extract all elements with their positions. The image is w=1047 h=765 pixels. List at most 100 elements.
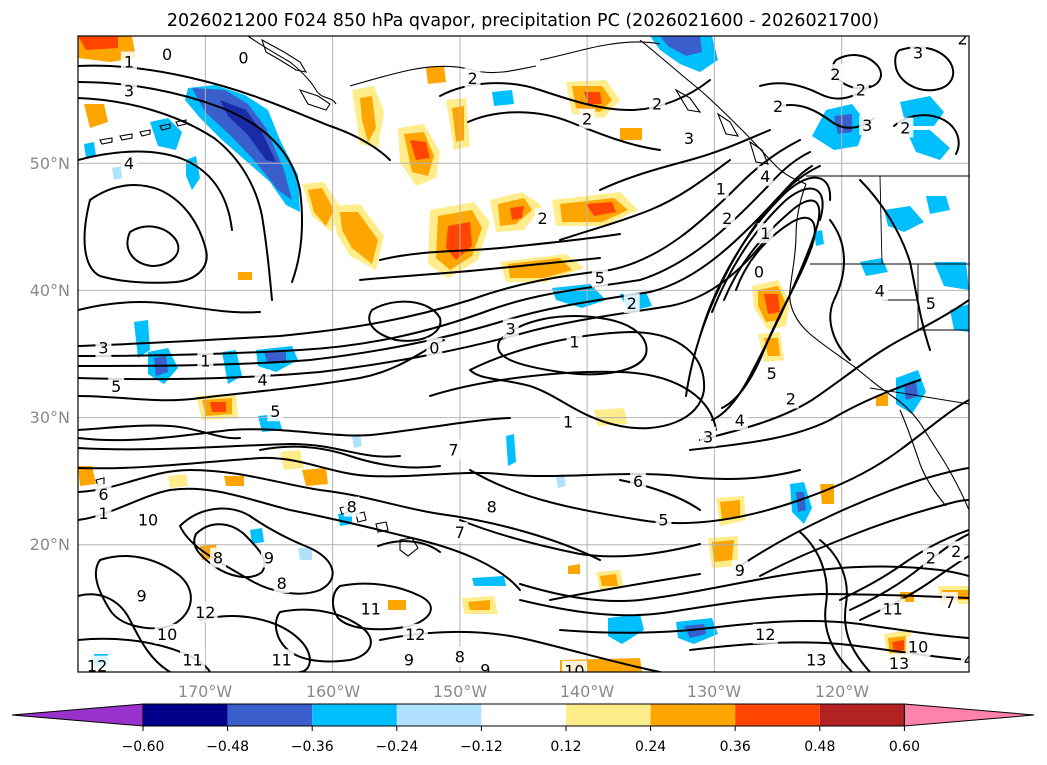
colorbar-segment bbox=[227, 704, 313, 726]
contour-label-bg bbox=[712, 178, 729, 199]
contour-label-bg bbox=[700, 426, 717, 447]
contour-label-bg bbox=[782, 388, 799, 409]
colorbar-extend-low bbox=[11, 703, 144, 727]
latitude-labels: 50°N 40°N 30°N 20°N bbox=[30, 154, 70, 554]
contour-label: 2 bbox=[786, 390, 796, 409]
contour-label: 2 bbox=[951, 542, 961, 561]
colorbar-tick-label: −0.12 bbox=[460, 739, 503, 755]
contour-label: 9 bbox=[137, 587, 147, 606]
colorbar-segment bbox=[566, 704, 651, 726]
contour-label-bg bbox=[560, 411, 577, 432]
contour-label-bg bbox=[770, 95, 787, 116]
colorbar-tick-label: −0.36 bbox=[291, 739, 334, 755]
colorbar-extend-high bbox=[903, 703, 1035, 727]
contour-label: 12 bbox=[755, 625, 775, 644]
contour-label: 0 bbox=[162, 45, 172, 64]
contour-label: 3 bbox=[506, 320, 516, 339]
contour-label-bg bbox=[120, 153, 137, 174]
contour-label-bg bbox=[192, 602, 218, 623]
contour-label: 7 bbox=[455, 523, 465, 542]
contour-label: 10 bbox=[138, 510, 158, 529]
contour-label: 10 bbox=[908, 638, 928, 657]
contour-label: 1 bbox=[98, 504, 108, 523]
colorbar bbox=[11, 703, 1035, 727]
colorbar-segment bbox=[819, 704, 905, 726]
contour-label-bg bbox=[750, 261, 767, 282]
precip-positive-shading bbox=[78, 36, 969, 672]
contour-label: 8 bbox=[277, 574, 287, 593]
lon-label-170w: 170°W bbox=[178, 682, 233, 701]
contour-label-bg bbox=[886, 653, 912, 672]
colorbar-tick-label: 0.36 bbox=[720, 739, 751, 755]
contour-label-bg bbox=[445, 439, 462, 460]
contour-label-bg bbox=[880, 598, 906, 619]
colorbar-segment bbox=[396, 704, 482, 726]
contour-label: 2 bbox=[900, 119, 910, 138]
contour-label-bg bbox=[95, 483, 112, 504]
longitude-labels: 170°W 160°W 150°W 140°W 130°W 120°W bbox=[178, 682, 870, 701]
contour-label-bg bbox=[95, 503, 112, 523]
map-frame bbox=[77, 35, 970, 673]
contour-label-bg bbox=[961, 649, 969, 670]
contour-label-bg bbox=[910, 42, 927, 63]
contour-label: 8 bbox=[347, 498, 357, 517]
contour-label: 6 bbox=[98, 485, 108, 504]
contour-label-bg bbox=[235, 47, 252, 68]
contour-label-bg bbox=[871, 280, 888, 301]
contour-label-bg bbox=[133, 585, 150, 606]
contour-label-bg bbox=[180, 649, 206, 670]
contour-label: 3 bbox=[98, 339, 108, 358]
contour-label-bg bbox=[731, 560, 748, 581]
contour-label-bg bbox=[719, 207, 736, 228]
lon-label-160w: 160°W bbox=[306, 682, 361, 701]
qvapor-contours bbox=[78, 46, 969, 672]
contour-label-bg bbox=[948, 541, 965, 562]
contour-label: 2 bbox=[773, 97, 783, 116]
contour-label: 9 bbox=[480, 660, 490, 679]
contour-label: 1 bbox=[569, 332, 579, 351]
colorbar-segment bbox=[650, 704, 736, 726]
contour-label-bg bbox=[649, 93, 666, 114]
contour-label-bg bbox=[426, 337, 443, 358]
contour-label: 6 bbox=[633, 472, 643, 491]
contour-label-bg bbox=[763, 363, 780, 384]
contour-label-bg bbox=[591, 267, 608, 288]
contour-label-bg bbox=[680, 127, 697, 148]
colorbar-segment bbox=[143, 704, 228, 726]
contour-label-bg bbox=[897, 117, 914, 138]
contour-label-bg bbox=[120, 51, 137, 72]
contour-label: 9 bbox=[735, 561, 745, 580]
colorbar-tick-label: −0.48 bbox=[206, 739, 249, 755]
colorbar-outline bbox=[142, 703, 905, 727]
contour-label: 0 bbox=[238, 49, 248, 68]
lon-label-140w: 140°W bbox=[560, 682, 615, 701]
contour-label: 2 bbox=[830, 65, 840, 84]
contour-label: 2 bbox=[537, 209, 547, 228]
contour-label-bg bbox=[273, 572, 290, 593]
contour-label-bg bbox=[941, 592, 958, 613]
contour-label-bg bbox=[859, 115, 876, 136]
contour-label-bg bbox=[757, 223, 774, 244]
contour-label: 0 bbox=[754, 262, 764, 281]
contour-label: 7 bbox=[945, 593, 955, 612]
colorbar-tick-label: 0.48 bbox=[804, 739, 835, 755]
lat-label-30n: 30°N bbox=[30, 408, 70, 427]
contour-label: 9 bbox=[264, 549, 274, 568]
contour-label-bg bbox=[922, 547, 939, 568]
contour-label: 3 bbox=[684, 129, 694, 148]
contour-label: 2 bbox=[856, 80, 866, 99]
contour-label: 11 bbox=[361, 599, 381, 618]
contour-label-bg bbox=[752, 623, 778, 644]
contour-label-bg bbox=[566, 331, 583, 352]
contour-label: 4 bbox=[257, 370, 267, 389]
contour-label: 2 bbox=[582, 110, 592, 129]
contour-label: 8 bbox=[213, 549, 223, 568]
contour-label: 8 bbox=[455, 648, 465, 667]
colorbar-tick-label: 0.12 bbox=[550, 739, 581, 755]
contour-label: 3 bbox=[703, 428, 713, 447]
political-borders bbox=[806, 175, 969, 405]
colorbar-segment bbox=[312, 704, 397, 726]
colorbar-tick-labels: −0.60 −0.48 −0.36 −0.24 −0.12 0.12 0.24 0.36 0.4… bbox=[122, 726, 920, 755]
contour-label-bg bbox=[154, 623, 180, 644]
